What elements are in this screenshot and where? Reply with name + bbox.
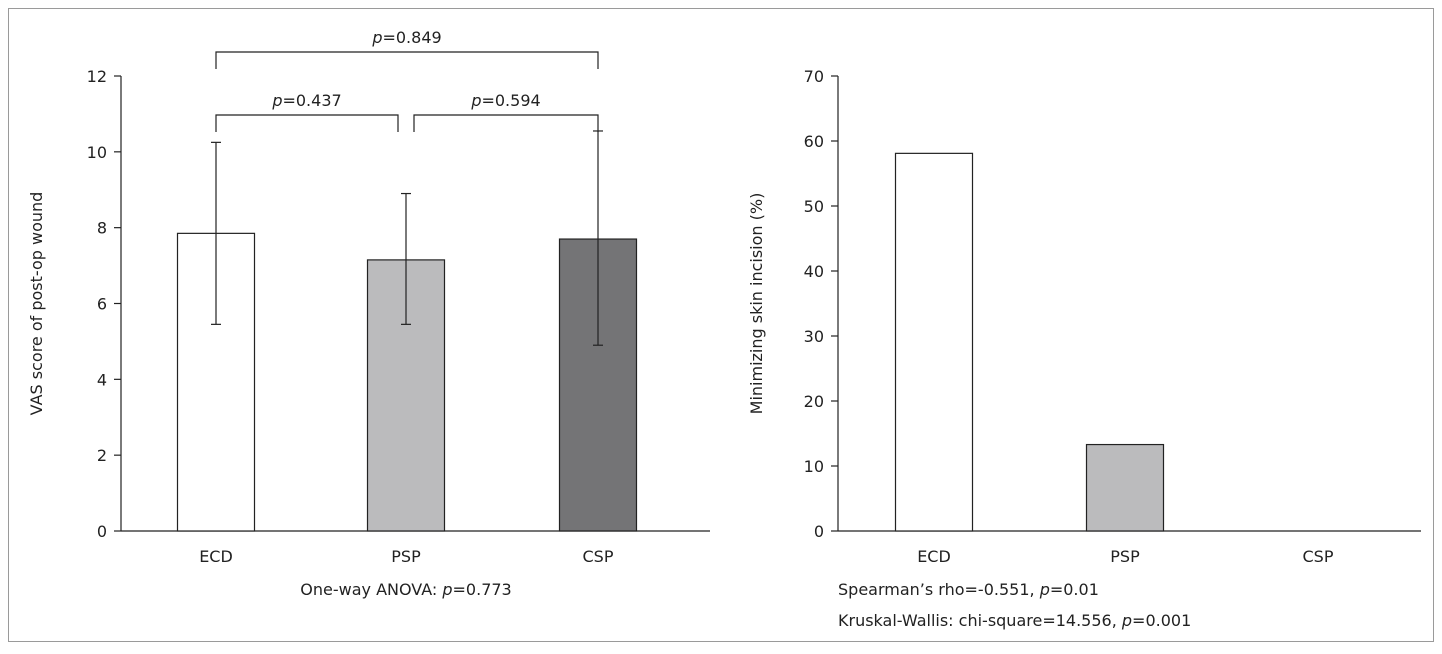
p-value-label: p=0.594: [470, 91, 540, 110]
y-tick-label: 4: [97, 370, 107, 389]
bar-psp: [1085, 443, 1165, 532]
stat-footnote: Kruskal-Wallis: chi-square=14.556, p=0.0…: [838, 611, 1191, 630]
error-bar-ecd: [211, 141, 221, 325]
x-tick-label: CSP: [583, 547, 614, 566]
y-tick-label: 20: [804, 392, 824, 411]
p-value-label: p=0.849: [371, 28, 441, 47]
panel-skin-incision: 0 10 20 30 40 50 60 70 Minimizing skin incision …: [747, 67, 1421, 630]
y-tick-label: 10: [804, 457, 824, 476]
significance-bracket: [413, 114, 599, 132]
x-tick-label: ECD: [917, 547, 951, 566]
x-tick-label: PSP: [391, 547, 421, 566]
x-tick-label: ECD: [199, 547, 233, 566]
y-tick-label: 12: [87, 67, 107, 86]
p-value-label: p=0.437: [271, 91, 341, 110]
panel-vas-score: 0 2 4 6 8 10 12 VAS score of post-op wound ECD PS…: [27, 28, 710, 599]
y-tick-label: 60: [804, 132, 824, 151]
y-tick-label: 10: [87, 143, 107, 162]
significance-bracket: [215, 114, 399, 132]
y-tick-label: 70: [804, 67, 824, 86]
x-tick-label: PSP: [1110, 547, 1140, 566]
y-tick-label: 30: [804, 327, 824, 346]
y-tick-label: 0: [97, 522, 107, 541]
y-axis-label: Minimizing skin incision (%): [747, 193, 766, 415]
y-tick-label: 2: [97, 446, 107, 465]
error-bar-psp: [401, 192, 411, 325]
y-tick-label: 40: [804, 262, 824, 281]
y-tick-label: 8: [97, 219, 107, 238]
stat-footnote: Spearman’s rho=-0.551, p=0.01: [838, 580, 1099, 599]
y-tick-label: 0: [814, 522, 824, 541]
significance-bracket: [215, 51, 599, 69]
y-tick-label: 6: [97, 295, 107, 314]
stat-footnote: One-way ANOVA: p=0.773: [300, 580, 511, 599]
x-tick-label: CSP: [1303, 547, 1334, 566]
y-tick-label: 50: [804, 197, 824, 216]
y-axis-label: VAS score of post-op wound: [27, 192, 46, 416]
bar-ecd: [894, 152, 974, 532]
